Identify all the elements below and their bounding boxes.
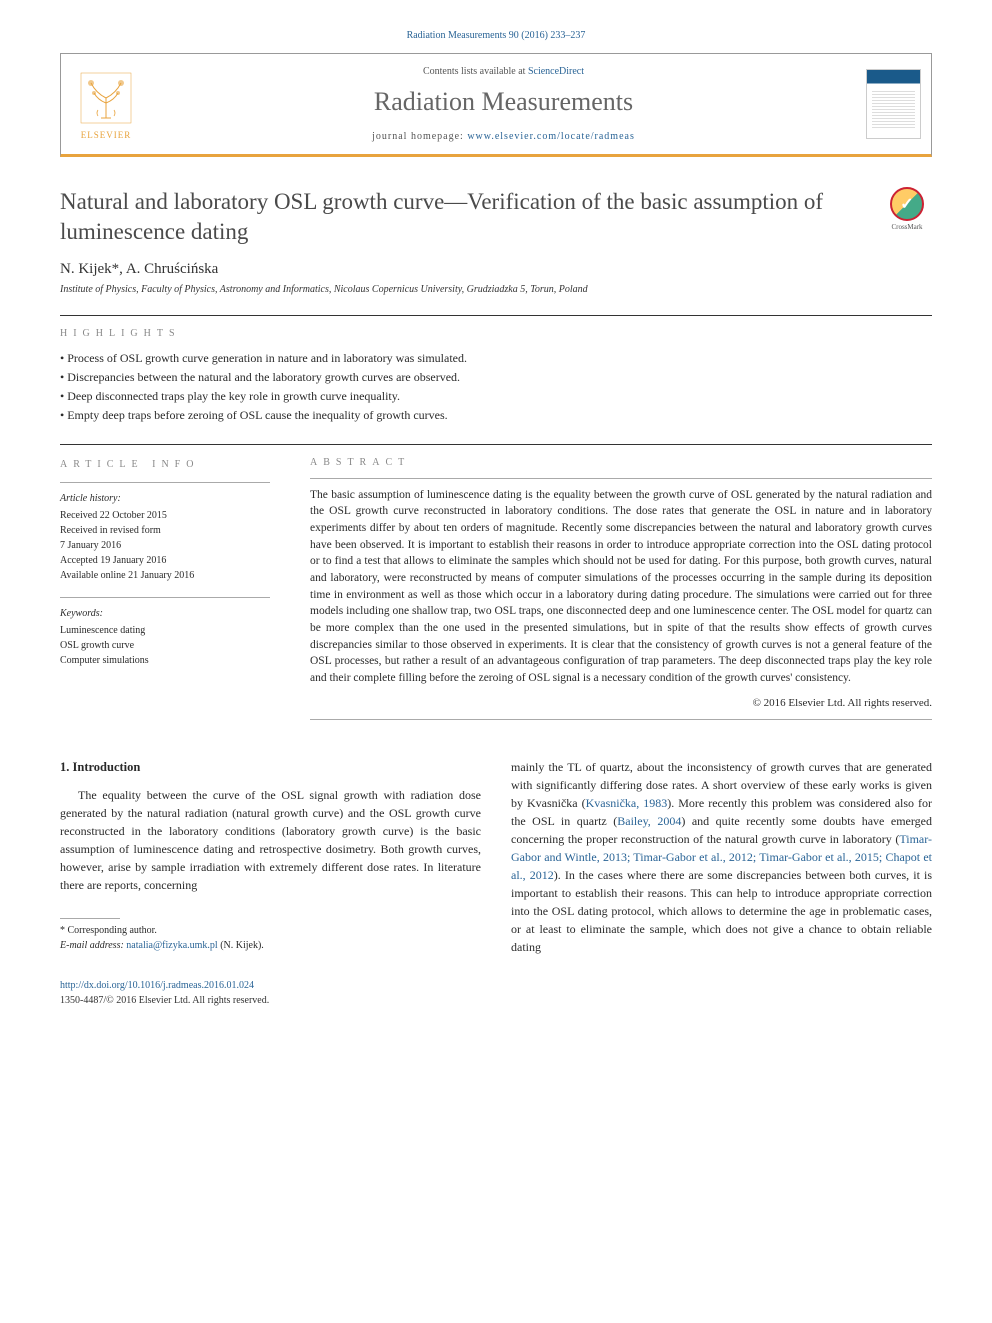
keywords-label: Keywords:: [60, 606, 270, 621]
email-suffix: (N. Kijek).: [218, 940, 264, 951]
publisher-name: ELSEVIER: [81, 130, 132, 140]
abstract-column: ABSTRACT The basic assumption of lumines…: [310, 457, 932, 728]
issn-copyright: 1350-4487/© 2016 Elsevier Ltd. All right…: [60, 995, 269, 1006]
doi-link[interactable]: http://dx.doi.org/10.1016/j.radmeas.2016…: [60, 980, 254, 991]
highlight-item: Empty deep traps before zeroing of OSL c…: [60, 406, 932, 425]
history-line: Available online 21 January 2016: [60, 568, 270, 583]
highlight-item: Discrepancies between the natural and th…: [60, 368, 932, 387]
email-link[interactable]: natalia@fizyka.umk.pl: [126, 940, 217, 951]
divider: [60, 444, 932, 445]
article-info-heading: ARTICLE INFO: [60, 457, 270, 472]
citation-link[interactable]: Bailey, 2004: [617, 814, 681, 828]
keyword: Luminescence dating: [60, 623, 270, 638]
journal-header: ELSEVIER Contents lists available at Sci…: [60, 53, 932, 157]
keyword: OSL growth curve: [60, 638, 270, 653]
email-label: E-mail address:: [60, 940, 126, 951]
crossmark-label: CrossMark: [891, 223, 922, 231]
highlight-item: Deep disconnected traps play the key rol…: [60, 387, 932, 406]
history-line: Accepted 19 January 2016: [60, 553, 270, 568]
sciencedirect-link[interactable]: ScienceDirect: [528, 66, 584, 77]
divider: [310, 478, 932, 479]
keyword: Computer simulations: [60, 653, 270, 668]
contents-list-line: Contents lists available at ScienceDirec…: [151, 66, 856, 77]
article-title: Natural and laboratory OSL growth curve—…: [60, 187, 862, 247]
citation-link[interactable]: Radiation Measurements 90 (2016) 233–237: [407, 30, 586, 41]
journal-title: Radiation Measurements: [151, 87, 856, 117]
body-text-span: ). In the cases where there are some dis…: [511, 868, 932, 954]
cover-image: [866, 69, 921, 139]
crossmark-badge[interactable]: CrossMark: [882, 187, 932, 231]
journal-cover-thumb[interactable]: [856, 54, 931, 154]
intro-heading: 1. Introduction: [60, 758, 481, 777]
citation-link[interactable]: Kvasnička, 1983: [586, 796, 668, 810]
divider: [60, 315, 932, 316]
corresponding-author: * Corresponding author.: [60, 923, 481, 938]
homepage-line: journal homepage: www.elsevier.com/locat…: [151, 131, 856, 142]
divider: [60, 597, 270, 598]
body-text: 1. Introduction The equality between the…: [60, 758, 932, 956]
doi-footer: http://dx.doi.org/10.1016/j.radmeas.2016…: [60, 978, 932, 1008]
intro-paragraph-2: mainly the TL of quartz, about the incon…: [511, 758, 932, 956]
highlights-heading: HIGHLIGHTS: [60, 328, 932, 339]
publisher-logo[interactable]: ELSEVIER: [61, 54, 151, 154]
divider: [60, 482, 270, 483]
homepage-prefix: journal homepage:: [372, 131, 467, 142]
divider: [310, 719, 932, 720]
homepage-link[interactable]: www.elsevier.com/locate/radmeas: [467, 131, 635, 142]
history-line: 7 January 2016: [60, 538, 270, 553]
author-list: N. Kijek*, A. Chruścińska: [60, 261, 932, 278]
crossmark-icon: [890, 187, 924, 221]
corresponding-footer: * Corresponding author. E-mail address: …: [60, 918, 481, 953]
history-line: Received 22 October 2015: [60, 508, 270, 523]
contents-prefix: Contents lists available at: [423, 66, 528, 77]
abstract-copyright: © 2016 Elsevier Ltd. All rights reserved…: [310, 697, 932, 709]
history-line: Received in revised form: [60, 523, 270, 538]
history-label: Article history:: [60, 491, 270, 506]
top-citation: Radiation Measurements 90 (2016) 233–237: [60, 30, 932, 41]
abstract-text: The basic assumption of luminescence dat…: [310, 487, 932, 687]
elsevier-tree-icon: [76, 68, 136, 128]
article-info-column: ARTICLE INFO Article history: Received 2…: [60, 457, 270, 728]
highlight-item: Process of OSL growth curve generation i…: [60, 349, 932, 368]
highlights-list: Process of OSL growth curve generation i…: [60, 349, 932, 426]
affiliation: Institute of Physics, Faculty of Physics…: [60, 284, 932, 295]
abstract-heading: ABSTRACT: [310, 457, 932, 468]
intro-paragraph: The equality between the curve of the OS…: [60, 786, 481, 894]
